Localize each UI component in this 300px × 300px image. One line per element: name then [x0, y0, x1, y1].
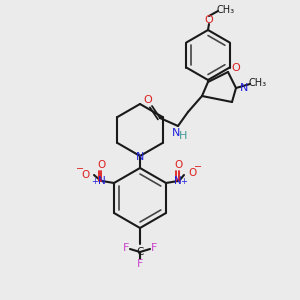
Text: N: N: [174, 176, 182, 186]
Text: F: F: [123, 243, 129, 253]
Text: O: O: [175, 160, 183, 170]
Text: N: N: [98, 176, 106, 186]
Text: O: O: [188, 168, 196, 178]
Text: F: F: [151, 243, 157, 253]
Text: N: N: [172, 128, 180, 138]
Text: CH₃: CH₃: [217, 5, 235, 15]
Text: H: H: [179, 131, 187, 141]
Text: O: O: [231, 63, 240, 73]
Text: N: N: [240, 83, 248, 93]
Text: +: +: [180, 176, 187, 185]
Text: CH₃: CH₃: [249, 78, 267, 88]
Text: O: O: [205, 15, 213, 25]
Text: +: +: [91, 176, 98, 185]
Text: F: F: [137, 259, 143, 269]
Text: −: −: [194, 162, 202, 172]
Text: O: O: [82, 170, 90, 180]
Text: C: C: [136, 247, 144, 257]
Text: O: O: [97, 160, 105, 170]
Text: −: −: [76, 164, 84, 174]
Text: N: N: [136, 152, 144, 162]
Text: O: O: [144, 95, 152, 105]
